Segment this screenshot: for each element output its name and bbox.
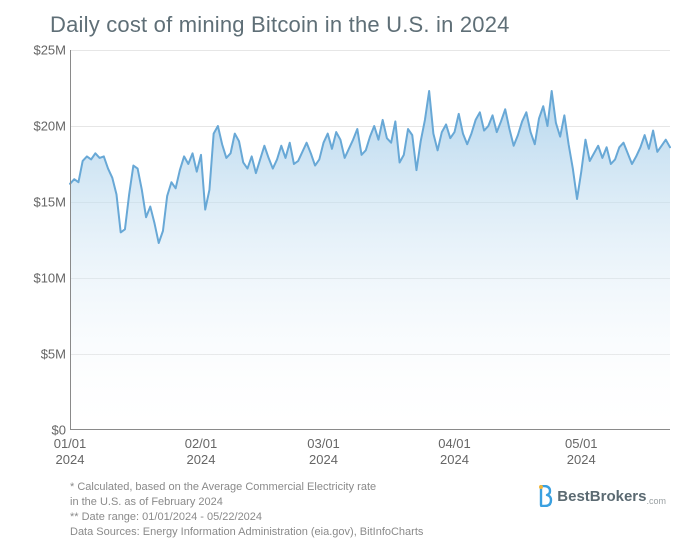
y-tick-label: $10M bbox=[6, 271, 66, 286]
brand-name: BestBrokers bbox=[557, 488, 646, 505]
brand-icon bbox=[535, 485, 553, 507]
footnote-line: in the U.S. as of February 2024 bbox=[70, 495, 423, 510]
x-tick-year: 2024 bbox=[56, 452, 85, 467]
plot-area: $0$5M$10M$15M$20M$25M 01/01202402/012024… bbox=[70, 50, 670, 430]
footnotes: * Calculated, based on the Average Comme… bbox=[70, 480, 423, 539]
x-tick-label: 05/01 bbox=[565, 436, 598, 451]
brand-suffix: .com bbox=[646, 496, 666, 506]
x-tick-year: 2024 bbox=[187, 452, 216, 467]
x-tick-label: 01/01 bbox=[54, 436, 87, 451]
x-tick-label: 04/01 bbox=[438, 436, 471, 451]
y-tick-label: $20M bbox=[6, 119, 66, 134]
brand-logo: BestBrokers.com bbox=[535, 485, 666, 507]
x-tick-year: 2024 bbox=[440, 452, 469, 467]
x-tick-label: 02/01 bbox=[185, 436, 218, 451]
chart-title: Daily cost of mining Bitcoin in the U.S.… bbox=[50, 12, 510, 38]
chart-container: Daily cost of mining Bitcoin in the U.S.… bbox=[0, 0, 690, 538]
y-tick-label: $5M bbox=[6, 347, 66, 362]
x-tick-year: 2024 bbox=[309, 452, 338, 467]
footnote-line: ** Date range: 01/01/2024 - 05/22/2024 bbox=[70, 510, 423, 525]
x-tick-label: 03/01 bbox=[307, 436, 340, 451]
y-tick-label: $15M bbox=[6, 195, 66, 210]
x-tick-year: 2024 bbox=[567, 452, 596, 467]
footnote-line: * Calculated, based on the Average Comme… bbox=[70, 480, 423, 495]
axis-border bbox=[70, 50, 670, 430]
footnote-line: Data Sources: Energy Information Adminis… bbox=[70, 525, 423, 539]
y-tick-label: $25M bbox=[6, 43, 66, 58]
